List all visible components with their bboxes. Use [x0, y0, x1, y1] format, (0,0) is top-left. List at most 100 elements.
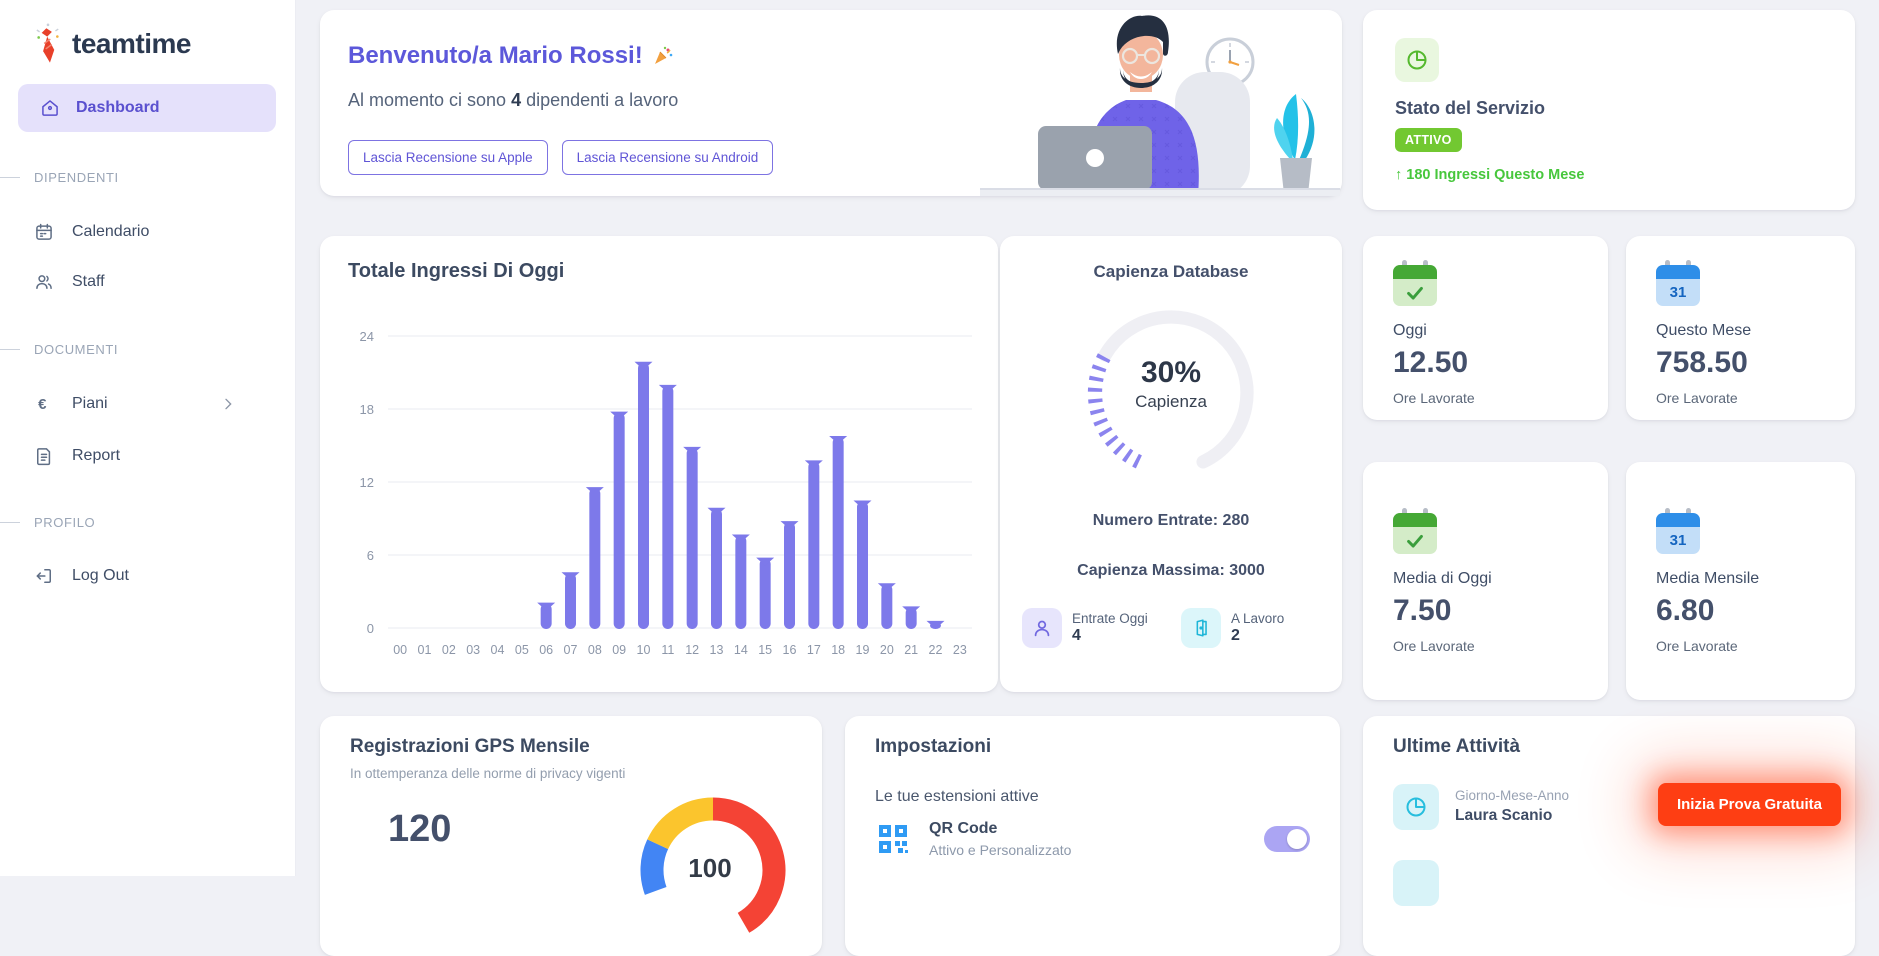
- bar-cap-18: [829, 435, 848, 444]
- extension-row-qr: QR Code Attivo e Personalizzato: [875, 820, 1310, 858]
- activity-date-label: Giorno-Mese-Anno: [1455, 788, 1570, 803]
- status-badge: ATTIVO: [1395, 128, 1462, 152]
- x-tick-label: 06: [539, 643, 553, 657]
- service-status-card: Stato del Servizio ATTIVO ↑ 180 Ingressi…: [1363, 10, 1855, 210]
- review-apple-button[interactable]: Lascia Recensione su Apple: [348, 140, 548, 175]
- stat-card-oggi: Oggi 12.50 Ore Lavorate: [1363, 236, 1608, 420]
- x-tick-label: 02: [442, 643, 456, 657]
- gps-subtitle: In ottemperanza delle norme di privacy v…: [350, 766, 626, 781]
- sidebar-item-label: Calendario: [72, 223, 150, 240]
- qr-toggle[interactable]: [1264, 826, 1310, 852]
- activity-row: Giorno-Mese-Anno Laura Scanio: [1393, 784, 1569, 830]
- toggle-knob: [1287, 829, 1307, 849]
- entrate-oggi-value: 4: [1072, 627, 1081, 644]
- svg-text:€: €: [38, 396, 47, 413]
- stat-unit: Ore Lavorate: [1656, 390, 1738, 406]
- bar-cap-08: [585, 487, 604, 496]
- sidebar-section-profilo: PROFILO: [34, 515, 96, 530]
- stat-value: 6.80: [1656, 594, 1715, 627]
- x-tick-label: 11: [661, 643, 674, 657]
- pie-chart-icon: [1407, 50, 1427, 70]
- plant: [1274, 94, 1315, 194]
- section-divider: [0, 177, 20, 178]
- bar-cap-15: [756, 557, 775, 566]
- entrate-oggi-item: Entrate Oggi 4: [1022, 608, 1167, 648]
- gps-card: Registrazioni GPS Mensile In ottemperanz…: [320, 716, 822, 956]
- calendar-day-number: 31: [1669, 284, 1687, 301]
- sidebar-item-label: Staff: [72, 273, 105, 290]
- pie-chart-icon: [1406, 797, 1426, 817]
- sidebar-item-report[interactable]: Report: [34, 446, 264, 466]
- y-tick-label: 24: [360, 329, 374, 344]
- settings-title: Impostazioni: [875, 736, 992, 757]
- a-lavoro-item: A Lavoro 2: [1181, 608, 1326, 648]
- bar-20: [881, 584, 893, 629]
- sidebar-item-dashboard[interactable]: Dashboard: [18, 84, 276, 132]
- bar-14: [735, 535, 747, 629]
- gps-title: Registrazioni GPS Mensile: [350, 736, 590, 757]
- bar-cap-16: [780, 521, 799, 530]
- sidebar-section-documenti: DOCUMENTI: [34, 342, 119, 357]
- welcome-illustration: [980, 10, 1340, 196]
- laptop: [1030, 126, 1160, 196]
- sidebar-item-staff[interactable]: Staff: [34, 272, 264, 292]
- entrate-icon-tile: [1022, 608, 1062, 648]
- entrate-oggi-label: Entrate Oggi: [1072, 611, 1148, 626]
- sidebar-item-piani[interactable]: € Piani: [34, 394, 264, 414]
- calendar-31-icon: 31: [1656, 508, 1700, 554]
- bar-cap-09: [610, 411, 629, 420]
- calendar-day-number: 31: [1669, 532, 1687, 549]
- welcome-title: Benvenuto/a Mario Rossi!: [348, 42, 675, 70]
- calendar-31-icon: 31: [1656, 260, 1700, 306]
- chevron-right-icon: [225, 398, 232, 410]
- stat-card-media-mensile: 31 Media Mensile 6.80 Ore Lavorate: [1626, 462, 1855, 700]
- extension-status: Attivo e Personalizzato: [929, 842, 1072, 858]
- activity-user-name: Laura Scanio: [1455, 807, 1553, 824]
- users-icon: [36, 275, 52, 289]
- bar-09: [613, 412, 625, 629]
- donut-track: [1098, 310, 1254, 469]
- x-tick-label: 17: [807, 643, 821, 657]
- stat-label: Questo Mese: [1656, 322, 1752, 339]
- bar-cap-14: [731, 534, 750, 543]
- sidebar-item-calendario[interactable]: Calendario: [34, 222, 264, 242]
- gps-gauge-value: 100: [688, 853, 731, 883]
- bar-cap-17: [804, 460, 823, 469]
- activity-icon-tile: [1393, 784, 1439, 830]
- home-icon: [42, 100, 58, 116]
- brand-name: teamtime: [72, 28, 191, 59]
- x-tick-label: 08: [588, 643, 602, 657]
- bar-10: [638, 362, 649, 629]
- activity-card: Ultime Attività Giorno-Mese-Anno Laura S…: [1363, 716, 1855, 956]
- service-trend-text: 180 Ingressi Questo Mese: [1402, 167, 1585, 183]
- bar-cap-20: [877, 583, 896, 592]
- bar-18: [832, 436, 844, 629]
- sidebar-item-label: Report: [72, 447, 121, 464]
- settings-subtitle: Le tue estensioni attive: [875, 788, 1039, 805]
- sidebar-item-logout[interactable]: Log Out: [34, 566, 264, 586]
- bar-17: [808, 461, 820, 629]
- brand-logo: teamtime: [34, 22, 191, 66]
- capacity-donut: [1076, 298, 1266, 488]
- employees-at-work-count: 4: [511, 90, 522, 110]
- x-tick-label: 18: [831, 643, 845, 657]
- arrow-up-icon: ↑: [1395, 167, 1403, 183]
- party-popper-icon: [654, 46, 673, 64]
- calendar-check-icon: [1393, 508, 1437, 554]
- x-tick-label: 23: [953, 643, 967, 657]
- review-android-button[interactable]: Lascia Recensione su Android: [561, 140, 774, 175]
- calendar-check-icon: [1393, 260, 1437, 306]
- gauge-segment-yellow: [647, 797, 714, 850]
- capacity-percent: 30%: [1140, 356, 1202, 389]
- bar-06: [540, 603, 552, 629]
- extension-name: QR Code: [929, 820, 998, 837]
- a-lavoro-value: 2: [1231, 627, 1240, 644]
- entries-chart-card: Totale Ingressi Di Oggi 0 6 12 18 24 00 01 02 03…: [320, 236, 998, 692]
- sidebar-item-label: Dashboard: [76, 99, 160, 116]
- x-tick-label: 01: [418, 643, 432, 657]
- x-tick-label: 00: [393, 643, 407, 657]
- review-buttons: Lascia Recensione su Apple Lascia Recens…: [348, 140, 774, 175]
- welcome-subtitle: Al momento ci sono 4 dipendenti a lavoro: [348, 90, 678, 111]
- start-free-trial-button[interactable]: Inizia Prova Gratuita: [1658, 783, 1841, 826]
- x-tick-label: 13: [710, 643, 724, 657]
